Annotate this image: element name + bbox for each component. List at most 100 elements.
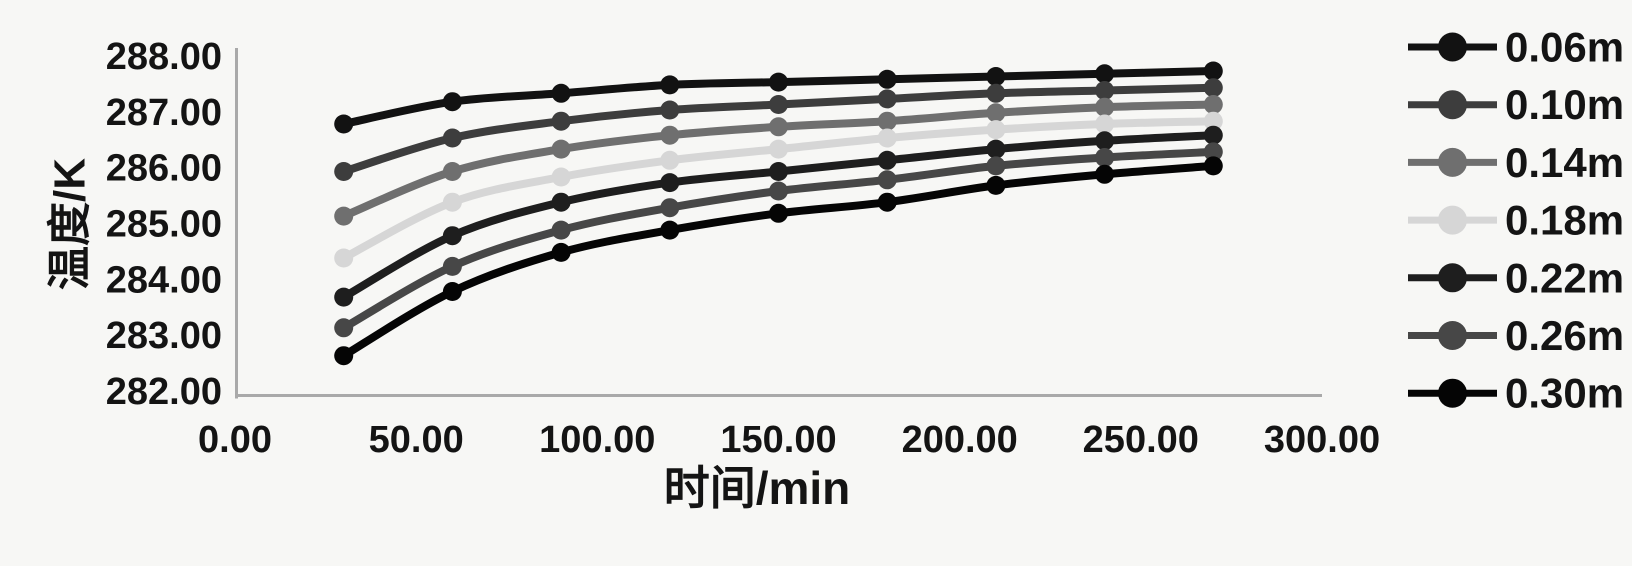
series-0.30m bbox=[334, 156, 1223, 366]
legend-label: 0.22m bbox=[1505, 254, 1624, 301]
x-tick-label: 0.00 bbox=[198, 419, 272, 461]
x-tick-label: 300.00 bbox=[1264, 419, 1380, 461]
series-0.18m bbox=[334, 111, 1223, 268]
y-axis-title: 温度/K bbox=[46, 158, 95, 290]
series-marker-0.30m bbox=[1095, 164, 1115, 184]
series-marker-0.06m bbox=[877, 69, 897, 89]
legend-marker-icon bbox=[1438, 90, 1467, 120]
legend-label: 0.18m bbox=[1505, 197, 1624, 244]
legend-marker-icon bbox=[1438, 205, 1467, 235]
series-marker-0.10m bbox=[551, 111, 571, 131]
series-marker-0.18m bbox=[442, 192, 462, 212]
series-marker-0.10m bbox=[334, 162, 354, 181]
series-marker-0.10m bbox=[769, 95, 788, 114]
y-tick-label: 288.00 bbox=[106, 36, 222, 78]
series-marker-0.26m bbox=[1203, 142, 1223, 162]
y-tick-label: 286.00 bbox=[106, 148, 222, 190]
axes-layer: 288.00 287.00 286.00 285.00 284.00 283.00 282.… bbox=[106, 36, 1380, 461]
series-marker-0.26m bbox=[442, 256, 462, 276]
legend-marker-icon bbox=[1438, 147, 1467, 177]
x-tick-label: 200.00 bbox=[902, 419, 1018, 461]
series-marker-0.22m bbox=[877, 150, 897, 170]
series-marker-0.30m bbox=[769, 203, 788, 223]
series-marker-0.26m bbox=[660, 198, 680, 218]
series-marker-0.26m bbox=[334, 318, 354, 338]
series-marker-0.26m bbox=[769, 181, 788, 201]
series-marker-0.30m bbox=[660, 220, 680, 240]
series-marker-0.18m bbox=[660, 150, 680, 170]
series-marker-0.30m bbox=[1203, 156, 1223, 176]
legend-label: 0.10m bbox=[1505, 81, 1624, 128]
series-marker-0.10m bbox=[877, 89, 897, 109]
series-marker-0.22m bbox=[1095, 131, 1115, 151]
legend-item-0.22m: 0.22m bbox=[1408, 254, 1624, 301]
series-marker-0.18m bbox=[986, 120, 1006, 140]
legend-layer: 0.06m 0.10m 0.14m 0.18m 0.22m 0.26m 0.30m bbox=[1408, 24, 1624, 417]
series-marker-0.26m bbox=[551, 220, 571, 240]
series-marker-0.22m bbox=[1203, 125, 1223, 145]
series-marker-0.30m bbox=[334, 346, 354, 366]
x-axis-title: 时间/min bbox=[664, 462, 851, 514]
x-tick-label: 250.00 bbox=[1083, 419, 1199, 461]
series-0.26m bbox=[334, 142, 1223, 338]
series-marker-0.10m bbox=[1203, 78, 1223, 98]
series-marker-0.06m bbox=[986, 67, 1006, 86]
series-marker-0.30m bbox=[442, 282, 462, 301]
series-marker-0.18m bbox=[877, 128, 897, 148]
series-marker-0.22m bbox=[660, 173, 680, 193]
series-marker-0.14m bbox=[877, 111, 897, 131]
series-marker-0.26m bbox=[1095, 148, 1115, 167]
series-marker-0.22m bbox=[442, 226, 462, 246]
legend-marker-icon bbox=[1438, 32, 1467, 62]
y-tick-label: 283.00 bbox=[106, 315, 222, 357]
legend-label: 0.06m bbox=[1505, 24, 1624, 71]
legend-marker-icon bbox=[1438, 263, 1467, 293]
legend-item-0.30m: 0.30m bbox=[1408, 370, 1624, 417]
series-marker-0.14m bbox=[551, 139, 571, 159]
series-marker-0.18m bbox=[1203, 111, 1223, 131]
x-tick-label: 150.00 bbox=[720, 419, 836, 461]
series-marker-0.06m bbox=[334, 114, 354, 134]
series-0.22m bbox=[334, 125, 1223, 307]
series-marker-0.22m bbox=[551, 192, 571, 212]
legend-item-0.18m: 0.18m bbox=[1408, 197, 1624, 244]
series-marker-0.18m bbox=[334, 248, 354, 268]
series-marker-0.14m bbox=[1095, 97, 1115, 117]
series-marker-0.18m bbox=[1095, 114, 1115, 134]
legend-item-0.10m: 0.10m bbox=[1408, 81, 1624, 128]
y-tick-label: 282.00 bbox=[106, 371, 222, 413]
series-marker-0.10m bbox=[1095, 81, 1115, 100]
x-tick-label: 50.00 bbox=[369, 419, 464, 461]
series-marker-0.22m bbox=[769, 162, 788, 181]
series-marker-0.10m bbox=[660, 100, 680, 120]
series-marker-0.06m bbox=[1095, 64, 1115, 84]
legend-marker-icon bbox=[1438, 378, 1467, 408]
series-marker-0.26m bbox=[986, 156, 1006, 176]
series-marker-0.14m bbox=[442, 162, 462, 181]
series-marker-0.10m bbox=[442, 128, 462, 148]
legend-label: 0.26m bbox=[1505, 312, 1624, 359]
series-marker-0.30m bbox=[877, 192, 897, 212]
series-marker-0.22m bbox=[986, 139, 1006, 159]
y-tick-label: 285.00 bbox=[106, 204, 222, 246]
series-marker-0.06m bbox=[769, 72, 788, 92]
legend-item-0.26m: 0.26m bbox=[1408, 312, 1624, 359]
series-marker-0.18m bbox=[551, 167, 571, 187]
series-marker-0.06m bbox=[442, 92, 462, 112]
series-marker-0.26m bbox=[877, 170, 897, 190]
legend-marker-icon bbox=[1438, 321, 1467, 350]
series-marker-0.06m bbox=[660, 75, 680, 95]
series-marker-0.30m bbox=[986, 175, 1006, 195]
series-marker-0.14m bbox=[769, 117, 788, 137]
legend-label: 0.14m bbox=[1505, 139, 1624, 186]
series-marker-0.22m bbox=[334, 287, 354, 307]
legend-label: 0.30m bbox=[1505, 370, 1624, 417]
y-tick-label: 284.00 bbox=[106, 259, 222, 301]
series-marker-0.10m bbox=[986, 83, 1006, 103]
legend-item-0.14m: 0.14m bbox=[1408, 139, 1624, 186]
series-marker-0.14m bbox=[1203, 95, 1223, 114]
series-0.10m bbox=[334, 78, 1223, 181]
series-0.06m bbox=[334, 61, 1223, 134]
